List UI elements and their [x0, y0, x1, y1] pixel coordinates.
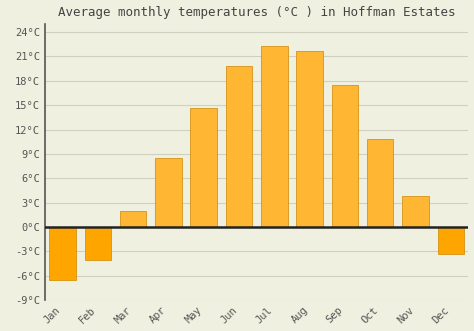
Bar [155, 158, 182, 227]
Bar [84, 227, 111, 260]
Bar [49, 227, 76, 280]
Bar [191, 108, 217, 227]
Bar [120, 211, 146, 227]
Bar [226, 66, 252, 227]
Bar [402, 196, 429, 227]
Title: Average monthly temperatures (°C ) in Hoffman Estates: Average monthly temperatures (°C ) in Ho… [58, 6, 456, 19]
Bar [261, 46, 288, 227]
Bar [296, 51, 323, 227]
Bar [438, 227, 464, 254]
Bar [332, 85, 358, 227]
Bar [367, 139, 393, 227]
